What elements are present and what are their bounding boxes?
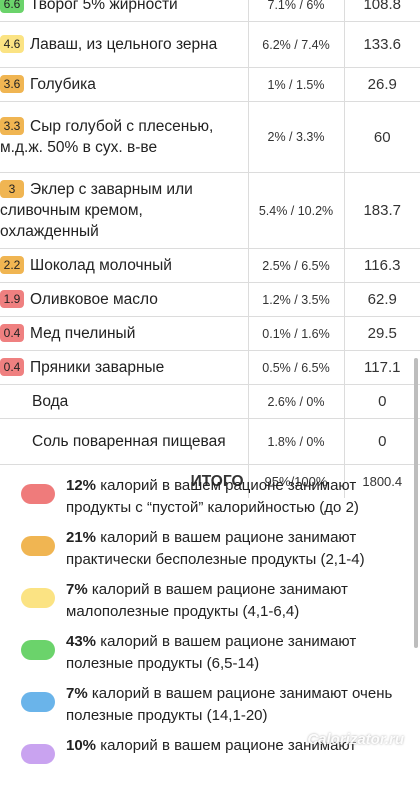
product-cell: 1.9 Оливковое масло <box>0 282 249 317</box>
table-row[interactable]: Вода 2.6% / 0% 0 <box>0 384 420 419</box>
legend-item: 7% калорий в вашем рационе занимают очен… <box>0 683 420 743</box>
table-row[interactable]: Соль поваренная пищевая 1.8% / 0% 0 <box>0 418 420 465</box>
table-row[interactable]: 4.6 Лаваш, из цельного зерна 6.2% / 7.4% 13… <box>0 21 420 68</box>
table-row[interactable]: 3 Эклер с заварным или сливочным кремом, … <box>0 172 420 249</box>
score-badge: 3.6 <box>0 75 24 93</box>
color-swatch <box>21 692 55 712</box>
legend-text: 7% калорий в вашем рационе занимают мало… <box>66 579 396 623</box>
score-badge: 0.4 <box>0 324 24 342</box>
kcal-cell: 108.8 <box>344 0 420 22</box>
score-badge: 0.4 <box>0 358 24 376</box>
kcal-cell: 0 <box>344 384 420 419</box>
table-row[interactable]: 2.2 Шоколад молочный 2.5% / 6.5% 116.3 <box>0 248 420 283</box>
watermark: Calorizator.ru <box>307 731 404 748</box>
total-kcal: 1800.4 <box>362 474 403 489</box>
product-name[interactable]: Соль поваренная пищевая <box>32 433 226 450</box>
kcal-cell: 117.1 <box>344 350 420 385</box>
legend-description: калорий в вашем рационе занимают <box>96 737 357 754</box>
color-swatch <box>21 588 55 608</box>
product-cell: 2.2 Шоколад молочный <box>0 248 249 283</box>
legend-percent: 12% <box>66 477 97 494</box>
total-percent: 95%/100% <box>248 464 345 498</box>
daily-percent-cell: 0.1% / 1.6% <box>248 316 345 351</box>
kcal-cell: 183.7 <box>344 172 420 249</box>
legend-percent: 10% <box>66 737 97 754</box>
daily-percent-cell: 1% / 1.5% <box>248 67 345 102</box>
score-badge: 2.2 <box>0 256 24 274</box>
color-swatch <box>21 484 55 504</box>
legend-percent: 43% <box>66 633 97 650</box>
legend-text: 43% калорий в вашем рационе занимают пол… <box>66 631 396 675</box>
kcal-cell: 0 <box>344 418 420 465</box>
daily-percent-cell: 2.6% / 0% <box>248 384 345 419</box>
score-badge: 6.6 <box>0 0 24 13</box>
product-name[interactable]: Эклер с заварным или сливочным кремом, о… <box>0 181 193 240</box>
legend-description: калорий в вашем рационе занимают очень п… <box>66 685 393 724</box>
legend-item: 10% калорий в вашем рационе занимают <box>0 735 420 795</box>
product-cell: 3.3 Сыр голубой с плесенью, м.д.ж. 50% в … <box>0 101 249 173</box>
table-row[interactable]: 3.3 Сыр голубой с плесенью, м.д.ж. 50% в … <box>0 101 420 173</box>
legend-description: калорий в вашем рационе занимают полезны… <box>66 633 357 672</box>
legend-text: 10% калорий в вашем рационе занимают <box>66 735 396 757</box>
table-row[interactable]: 0.4 Пряники заварные 0.5% / 6.5% 117.1 <box>0 350 420 385</box>
score-badge: 1.9 <box>0 290 24 308</box>
table-row[interactable]: 0.4 Мед пчелиный 0.1% / 1.6% 29.5 <box>0 316 420 351</box>
legend-item: 7% калорий в вашем рационе занимают мало… <box>0 579 420 639</box>
daily-percent-cell: 5.4% / 10.2% <box>248 172 345 249</box>
kcal-cell: 60 <box>344 101 420 173</box>
table-row[interactable]: 1.9 Оливковое масло 1.2% / 3.5% 62.9 <box>0 282 420 317</box>
kcal-cell: 26.9 <box>344 67 420 102</box>
product-cell: 4.6 Лаваш, из цельного зерна <box>0 21 249 68</box>
product-name[interactable]: Вода <box>32 393 69 410</box>
legend-text: 21% калорий в вашем рационе занимают пра… <box>66 527 396 571</box>
score-badge: 4.6 <box>0 35 24 53</box>
table-row[interactable]: 3.6 Голубика 1% / 1.5% 26.9 <box>0 67 420 102</box>
color-swatch <box>21 744 55 764</box>
daily-percent-cell: 1.8% / 0% <box>248 418 345 465</box>
product-cell: Вода <box>0 384 249 419</box>
product-cell: 3 Эклер с заварным или сливочным кремом, … <box>0 172 249 249</box>
score-badge: 3.3 <box>0 117 24 135</box>
legend-item: 43% калорий в вашем рационе занимают пол… <box>0 631 420 691</box>
legend-text: 7% калорий в вашем рационе занимают очен… <box>66 683 396 727</box>
product-name[interactable]: Сыр голубой с плесенью, м.д.ж. 50% в сух… <box>0 118 214 156</box>
scrollbar[interactable] <box>414 358 418 648</box>
product-name[interactable]: Творог 5% жирности <box>30 0 178 13</box>
product-name[interactable]: Шоколад молочный <box>30 257 172 274</box>
product-cell: 3.6 Голубика <box>0 67 249 102</box>
product-name[interactable]: Лаваш, из цельного зерна <box>30 36 218 53</box>
kcal-cell: 133.6 <box>344 21 420 68</box>
legend-item: 21% калорий в вашем рационе занимают пра… <box>0 527 420 587</box>
daily-percent-cell: 2.5% / 6.5% <box>248 248 345 283</box>
product-name[interactable]: Пряники заварные <box>30 359 165 376</box>
legend-description: калорий в вашем рационе занимают практич… <box>66 529 365 568</box>
nutrition-table: 6.6 Творог 5% жирности 7.1% / 6% 108.8 4.6 Ла… <box>0 0 420 498</box>
legend-percent: 7% <box>66 685 88 702</box>
product-cell: Соль поваренная пищевая <box>0 418 249 465</box>
legend-text: 12% калорий в вашем рационе занимают про… <box>66 475 396 519</box>
kcal-cell: 62.9 <box>344 282 420 317</box>
daily-percent-cell: 6.2% / 7.4% <box>248 21 345 68</box>
color-swatch <box>21 640 55 660</box>
legend-percent: 21% <box>66 529 97 546</box>
product-name[interactable]: Оливковое масло <box>30 291 158 308</box>
daily-percent-cell: 7.1% / 6% <box>248 0 345 22</box>
kcal-cell: 29.5 <box>344 316 420 351</box>
product-cell: 0.4 Пряники заварные <box>0 350 249 385</box>
daily-percent-cell: 1.2% / 3.5% <box>248 282 345 317</box>
legend-percent: 7% <box>66 581 88 598</box>
score-badge: 3 <box>0 180 24 198</box>
legend-description: калорий в вашем рационе занимают продукт… <box>66 477 359 516</box>
color-swatch <box>21 536 55 556</box>
product-name[interactable]: Голубика <box>30 76 96 93</box>
product-cell: 0.4 Мед пчелиный <box>0 316 249 351</box>
daily-percent-cell: 2% / 3.3% <box>248 101 345 173</box>
kcal-cell: 116.3 <box>344 248 420 283</box>
product-cell: 6.6 Творог 5% жирности <box>0 0 249 22</box>
legend-description: калорий в вашем рационе занимают малопол… <box>66 581 348 620</box>
daily-percent-cell: 0.5% / 6.5% <box>248 350 345 385</box>
product-name[interactable]: Мед пчелиный <box>30 325 136 342</box>
legend-item: 12% калорий в вашем рационе занимают про… <box>0 475 420 535</box>
table-row[interactable]: 6.6 Творог 5% жирности 7.1% / 6% 108.8 <box>0 0 420 22</box>
